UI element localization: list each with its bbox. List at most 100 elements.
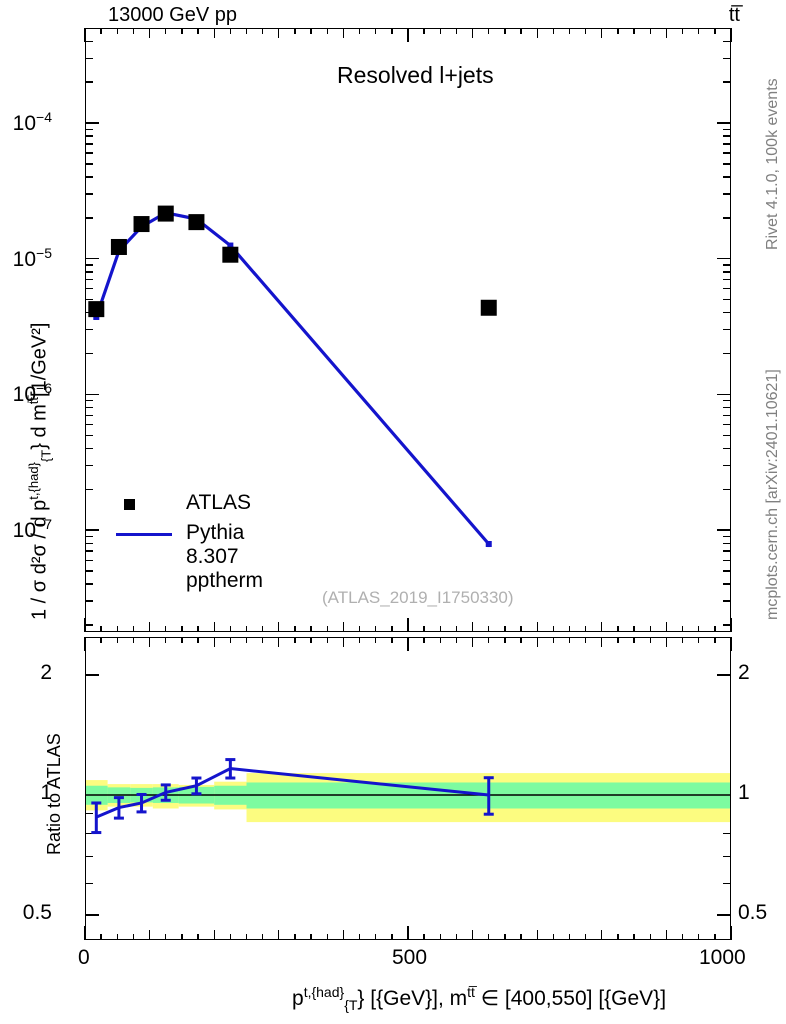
ratio-tick-label: 0.5 xyxy=(22,901,52,924)
x-minor-tick-top xyxy=(391,28,393,34)
y-minor-tick-right xyxy=(723,81,731,83)
x-minor-tick-bottom xyxy=(665,622,668,632)
y-minor-tick-right xyxy=(723,288,731,290)
y-minor-tick xyxy=(85,550,93,552)
x-minor-tick-top xyxy=(165,28,167,34)
ratio-minor-tick-right xyxy=(723,832,731,835)
x-minor-tick-bottom xyxy=(649,626,651,632)
x-major-tick-bottom xyxy=(407,618,409,632)
y-minor-tick-right xyxy=(723,600,731,602)
ratio-x-minor-tick-top xyxy=(342,637,345,647)
y-minor-tick xyxy=(85,152,93,154)
x-minor-tick-bottom xyxy=(294,626,296,632)
x-minor-tick-top xyxy=(229,28,232,34)
y-minor-tick-right xyxy=(723,57,731,59)
ratio-x-major-tick-bottom xyxy=(407,926,409,940)
x-minor-tick-bottom xyxy=(391,626,393,632)
y-minor-tick-right xyxy=(723,176,731,178)
y-minor-tick xyxy=(85,279,93,281)
y-minor-tick xyxy=(85,288,93,290)
x-minor-tick-top xyxy=(568,28,571,34)
x-minor-tick-top xyxy=(584,28,587,34)
x-minor-tick-bottom xyxy=(358,626,361,632)
y-axis-title-part2: } d m xyxy=(28,404,51,450)
y-minor-tick-right xyxy=(723,570,731,572)
x-minor-tick-top xyxy=(245,28,248,34)
ratio-x-minor-tick-bottom xyxy=(520,934,522,940)
ratio-x-minor-tick-top xyxy=(536,637,538,647)
x-minor-tick-top xyxy=(213,28,215,38)
x-minor-tick-bottom xyxy=(326,626,328,632)
ratio-x-major-tick-bottom xyxy=(84,926,86,940)
ratio-x-minor-tick-top xyxy=(552,637,555,643)
x-minor-tick-top xyxy=(455,28,458,34)
ratio-x-minor-tick-bottom xyxy=(681,934,684,940)
x-minor-tick-top xyxy=(665,28,668,38)
y-minor-tick xyxy=(85,488,93,490)
ratio-x-minor-tick-bottom xyxy=(261,934,264,940)
x-minor-tick-bottom xyxy=(568,626,571,632)
y-minor-tick xyxy=(85,128,93,130)
y-minor-tick xyxy=(85,271,93,273)
y-minor-tick xyxy=(85,414,93,417)
ratio-x-minor-tick-bottom xyxy=(375,934,377,940)
y-minor-tick-right xyxy=(723,312,731,314)
x-axis-title-sub: {T xyxy=(344,997,358,1014)
x-minor-tick-top xyxy=(601,28,603,38)
y-minor-tick-right xyxy=(723,624,731,626)
x-minor-tick-top xyxy=(310,28,312,34)
y-minor-tick xyxy=(85,143,93,145)
ratio-x-minor-tick-bottom xyxy=(165,934,167,940)
y-minor-tick-right xyxy=(723,535,731,537)
y-minor-tick-right xyxy=(723,434,731,436)
y-minor-tick-right xyxy=(723,279,731,281)
x-minor-tick-bottom xyxy=(681,626,684,632)
x-minor-tick-top xyxy=(148,28,151,38)
y-axis-title: 1 / σ d²σ / d pt,{had}{T} d mtt̅[1/GeV²] xyxy=(26,323,54,621)
ratio-x-minor-tick-top xyxy=(148,637,151,647)
ratio-x-minor-tick-top xyxy=(294,637,296,643)
ratio-x-minor-tick-bottom xyxy=(358,934,361,940)
ratio-x-minor-tick-bottom xyxy=(310,934,312,940)
x-minor-tick-top xyxy=(552,28,555,34)
x-minor-tick-top xyxy=(633,28,635,34)
ratio-x-major-tick-top xyxy=(84,637,86,651)
ratio-x-minor-tick-bottom xyxy=(455,934,458,940)
x-minor-tick-top xyxy=(439,28,441,34)
y-minor-tick xyxy=(85,559,93,561)
x-minor-tick-bottom xyxy=(552,626,555,632)
y-minor-tick-right xyxy=(723,128,731,130)
y-minor-tick-right xyxy=(723,193,731,195)
y-minor-tick xyxy=(85,163,93,165)
ratio-x-minor-tick-bottom xyxy=(504,934,506,940)
y-minor-tick-right xyxy=(723,328,731,331)
y-major-tick-right xyxy=(717,258,731,260)
x-minor-tick-top xyxy=(488,28,490,34)
ratio-minor-tick-right xyxy=(723,882,731,885)
y-minor-tick-right xyxy=(723,583,731,585)
x-major-tick-top xyxy=(407,28,409,42)
y-minor-tick xyxy=(85,406,93,409)
ratio-x-minor-tick-bottom xyxy=(132,934,135,940)
ratio-major-tick xyxy=(85,674,99,676)
x-minor-tick-bottom xyxy=(617,626,619,632)
ratio-x-minor-tick-top xyxy=(504,637,506,643)
ratio-x-minor-tick-top xyxy=(197,637,199,643)
x-minor-tick-top xyxy=(375,28,377,34)
y-axis-title-sup: t,{had} xyxy=(26,462,41,500)
ratio-x-minor-tick-top xyxy=(132,637,135,643)
x-minor-tick-top xyxy=(181,28,183,34)
ratio-x-minor-tick-top xyxy=(245,637,248,643)
x-minor-tick-bottom xyxy=(504,626,506,632)
process-label: tt̅ xyxy=(728,4,740,26)
y-major-tick xyxy=(85,122,99,124)
x-minor-tick-top xyxy=(116,28,118,34)
x-minor-tick-bottom xyxy=(148,622,151,632)
x-minor-tick-bottom xyxy=(584,626,587,632)
ratio-tick-label-right: 0.5 xyxy=(738,901,768,924)
ratio-x-minor-tick-bottom xyxy=(665,930,668,940)
y-minor-tick xyxy=(85,583,93,585)
ratio-x-minor-tick-bottom xyxy=(116,934,118,940)
y-tick-label: 10−5 xyxy=(12,244,52,271)
